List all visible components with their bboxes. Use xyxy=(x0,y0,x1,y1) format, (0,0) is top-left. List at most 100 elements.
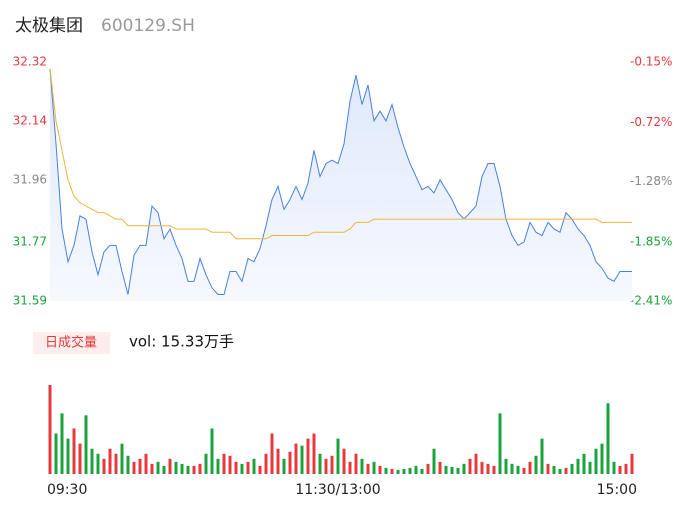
volume-bar xyxy=(228,455,232,474)
y-tick-label: 31.59 xyxy=(13,294,47,308)
chart-subtitle: 600129.SH xyxy=(101,16,195,36)
volume-bar xyxy=(534,455,538,474)
volume-bar xyxy=(132,461,136,474)
chart-title: 太极集团 xyxy=(15,16,83,36)
x-tick-label: 11:30/13:00 xyxy=(295,482,380,498)
volume-bar xyxy=(420,468,424,474)
volume-bar xyxy=(624,463,628,474)
y-tick-label: 31.77 xyxy=(13,235,47,249)
y-tick-label: 32.14 xyxy=(13,113,47,127)
volume-bar xyxy=(48,385,52,474)
volume-bar xyxy=(234,461,238,474)
volume-bar xyxy=(486,463,490,474)
volume-bar xyxy=(312,433,316,474)
volume-bar xyxy=(216,458,220,474)
volume-bar xyxy=(612,461,616,474)
volume-bar xyxy=(120,443,124,474)
price-line xyxy=(49,68,632,295)
volume-bar xyxy=(462,463,466,474)
volume-bar xyxy=(474,453,478,474)
volume-bar xyxy=(222,453,226,474)
volume-bar xyxy=(390,468,394,474)
volume-bar xyxy=(348,461,352,474)
volume-bar xyxy=(204,453,208,474)
y2-tick-label: -1.28% xyxy=(630,174,672,188)
volume-bar xyxy=(384,467,388,474)
volume-bar xyxy=(198,463,202,474)
y-tick-label: 32.32 xyxy=(13,55,47,69)
y2-tick-label: -2.41% xyxy=(630,294,672,308)
volume-bar xyxy=(168,458,172,474)
volume-bar xyxy=(450,466,454,474)
volume-bar xyxy=(330,455,334,474)
volume-bar xyxy=(246,461,250,474)
average-line xyxy=(49,68,632,240)
price-area xyxy=(50,68,632,301)
x-tick-label: 15:00 xyxy=(597,482,637,498)
volume-bar xyxy=(606,403,610,474)
volume-bar xyxy=(588,461,592,474)
volume-bar xyxy=(78,443,82,474)
volume-bar xyxy=(300,445,304,474)
volume-bar xyxy=(174,461,178,474)
volume-bar xyxy=(414,465,418,474)
volume-bar xyxy=(432,448,436,474)
volume-bar xyxy=(510,463,514,474)
volume-bar xyxy=(360,458,364,474)
volume-bar xyxy=(102,458,106,474)
volume-bar xyxy=(96,453,100,474)
volume-bar xyxy=(270,433,274,474)
volume-bar xyxy=(618,465,622,474)
volume-bar xyxy=(258,465,262,474)
volume-bar xyxy=(288,451,292,474)
volume-bar xyxy=(156,461,160,474)
volume-bar xyxy=(186,465,190,474)
volume-bar xyxy=(582,453,586,474)
volume-bar xyxy=(546,463,550,474)
volume-bar xyxy=(492,465,496,474)
y2-tick-label: -1.85% xyxy=(630,234,672,248)
volume-bar xyxy=(144,453,148,474)
y-tick-label: 31.96 xyxy=(13,172,47,186)
volume-bar xyxy=(426,463,430,474)
volume-bar xyxy=(54,433,58,474)
volume-bar xyxy=(306,438,310,474)
volume-bar xyxy=(72,428,76,474)
volume-bar xyxy=(600,443,604,474)
volume-bar xyxy=(354,453,358,474)
volume-bar xyxy=(336,438,340,474)
volume-bar xyxy=(504,458,508,474)
volume-bar xyxy=(126,455,130,474)
volume-bar xyxy=(240,463,244,474)
volume-bar xyxy=(552,465,556,474)
volume-bar xyxy=(162,465,166,474)
volume-bar xyxy=(576,458,580,474)
volume-bar xyxy=(60,413,64,474)
volume-bar xyxy=(516,465,520,474)
volume-bar xyxy=(444,465,448,474)
volume-bar xyxy=(372,461,376,474)
volume-bar xyxy=(210,428,214,474)
volume-label: 日成交量 xyxy=(45,335,97,351)
volume-bar xyxy=(498,413,502,474)
volume-bar xyxy=(180,463,184,474)
volume-bar xyxy=(138,458,142,474)
volume-bar xyxy=(402,468,406,474)
volume-bar xyxy=(558,468,562,474)
volume-bar xyxy=(84,415,88,474)
volume-text: vol: 15.33万手 xyxy=(129,333,234,351)
volume-bar xyxy=(630,453,634,474)
volume-bar xyxy=(522,467,526,474)
volume-bar xyxy=(264,453,268,474)
y2-tick-label: -0.15% xyxy=(630,55,672,69)
volume-bar xyxy=(540,438,544,474)
y2-tick-label: -0.72% xyxy=(630,115,672,129)
volume-bar xyxy=(528,461,532,474)
volume-label-bg xyxy=(33,332,110,354)
volume-bar xyxy=(318,453,322,474)
volume-bar xyxy=(480,461,484,474)
volume-bar xyxy=(282,458,286,474)
volume-bar xyxy=(150,463,154,474)
x-tick-label: 09:30 xyxy=(47,482,87,498)
